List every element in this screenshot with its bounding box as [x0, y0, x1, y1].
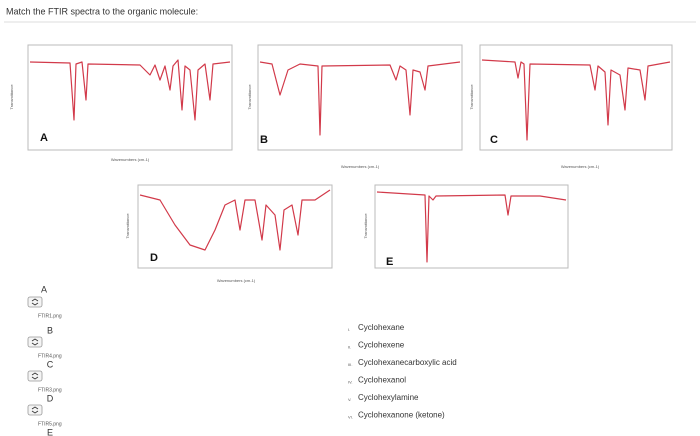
spectrum-label: A — [40, 132, 48, 144]
molecule-name: Cyclohexane — [358, 323, 405, 332]
molecule-name: Cyclohexene — [358, 341, 405, 350]
y-axis-label: Transmittance — [247, 84, 252, 110]
spectrum-frame — [27, 44, 233, 151]
spectrum-trace — [481, 59, 671, 141]
molecule-list: I. Cyclohexane II. Cyclohexene III. Cyclohexa… — [348, 323, 457, 420]
answer-dropdown[interactable] — [27, 296, 43, 308]
answer-image-name: FTIR1.png — [38, 313, 62, 319]
spectrum-frame — [374, 184, 569, 269]
molecule-numeral: VI. — [348, 415, 353, 420]
spectrum-trace — [139, 189, 331, 251]
dropdown-arrows — [31, 338, 39, 346]
spectrum-frame — [257, 44, 463, 151]
molecule-name: Cyclohexanol — [358, 376, 406, 385]
molecule-name: Cyclohexylamine — [358, 393, 419, 402]
spectrum-trace — [376, 191, 567, 263]
molecule-numeral: III. — [348, 362, 352, 367]
dropdown-arrows — [31, 372, 39, 380]
y-axis-label: Transmittance — [9, 84, 14, 110]
x-axis-label: Wavenumbers (cm-1) — [341, 164, 380, 169]
spectrum-frame — [479, 44, 673, 151]
x-axis-label: Wavenumbers (cm-1) — [111, 157, 150, 162]
answer-dropdown[interactable] — [27, 336, 43, 348]
molecule-name: Cyclohexanecarboxylic acid — [358, 358, 457, 367]
answer-dropdown[interactable] — [27, 370, 43, 382]
x-axis-label: Wavenumbers (cm-1) — [561, 164, 600, 169]
spectrum-frame — [137, 184, 333, 269]
molecule-name: Cyclohexanone (ketone) — [358, 411, 445, 420]
spectrum-label: B — [260, 134, 268, 146]
x-axis-label: Wavenumbers (cm-1) — [217, 278, 256, 283]
answer-image-name: FTIR5.png — [38, 421, 62, 427]
answer-letter: B — [47, 325, 53, 335]
molecule-numeral: V. — [348, 397, 351, 402]
molecule-numeral: IV. — [348, 380, 353, 385]
answer-letter: A — [41, 284, 47, 294]
y-axis-label: Transmittance — [469, 84, 474, 110]
molecule-numeral: II. — [348, 345, 351, 350]
spectrum-trace — [259, 61, 461, 136]
answer-image-name: FTIR4.png — [38, 353, 62, 359]
spectrum-trace — [29, 59, 231, 121]
answer-dropdown[interactable] — [27, 404, 43, 416]
answer-image-name: FTIR3.png — [38, 387, 62, 393]
answer-letter: D — [47, 393, 54, 403]
y-axis-label: Transmittance — [125, 213, 130, 239]
dropdown-arrows — [31, 298, 39, 306]
spectrum-label: D — [150, 252, 158, 264]
spectrum-label: E — [386, 256, 393, 268]
molecule-numeral: I. — [348, 327, 350, 332]
answer-letter: E — [47, 427, 53, 436]
dropdown-arrows — [31, 406, 39, 414]
answer-letter: C — [47, 359, 54, 369]
y-axis-label: Transmittance — [363, 213, 368, 239]
spectrum-label: C — [490, 134, 498, 146]
question-title: Match the FTIR spectra to the organic mo… — [6, 6, 198, 16]
